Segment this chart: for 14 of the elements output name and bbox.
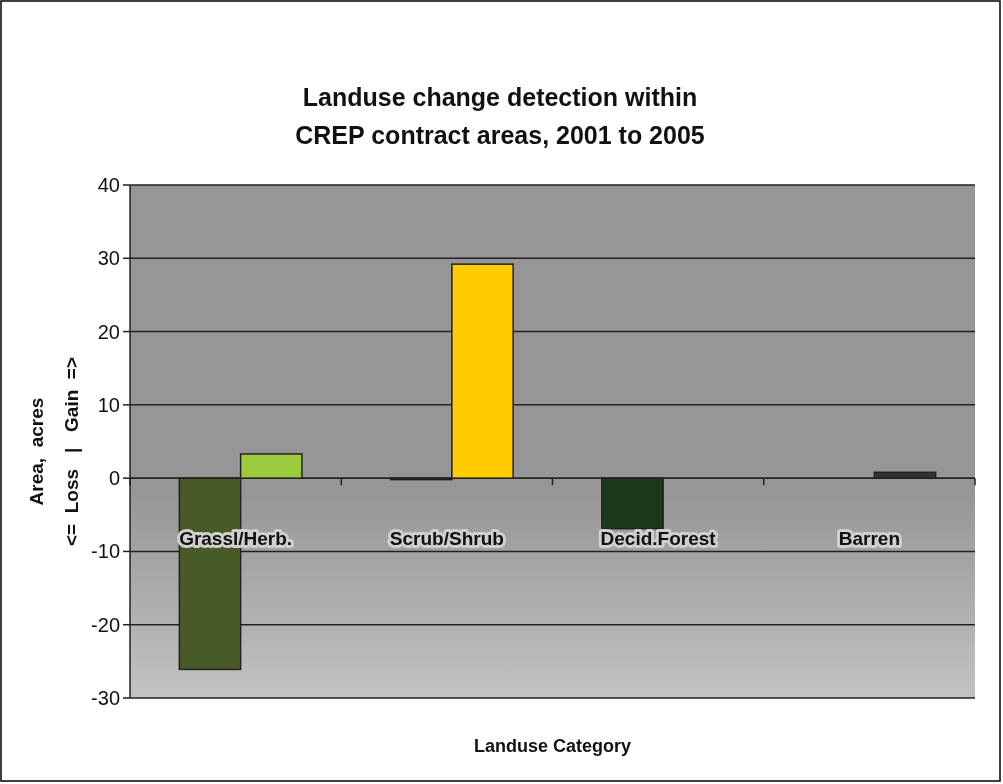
y-tick-label: 40 [97,174,120,196]
x-tick-label: Scrub/Shrub [389,528,504,550]
x-tick-label: Barren [838,528,900,550]
y-tick-label: 20 [97,320,120,343]
y-tick-label: -30 [91,687,120,709]
y-axis-title: Area, acres <= Loss | Gain => [26,356,82,547]
chart-title: Landuse change detection within CREP contract areas, 2001 to 2005 [295,83,705,149]
y-tick-label: -20 [91,613,120,636]
x-tick-label: Decid.Forest [600,528,717,550]
x-axis-title: Landuse Category [473,736,632,756]
y-tick-label: 10 [97,393,120,416]
y-tick-label: 30 [97,247,120,270]
y-tick-label: 0 [108,467,120,490]
y-tick-label: -10 [91,540,120,563]
